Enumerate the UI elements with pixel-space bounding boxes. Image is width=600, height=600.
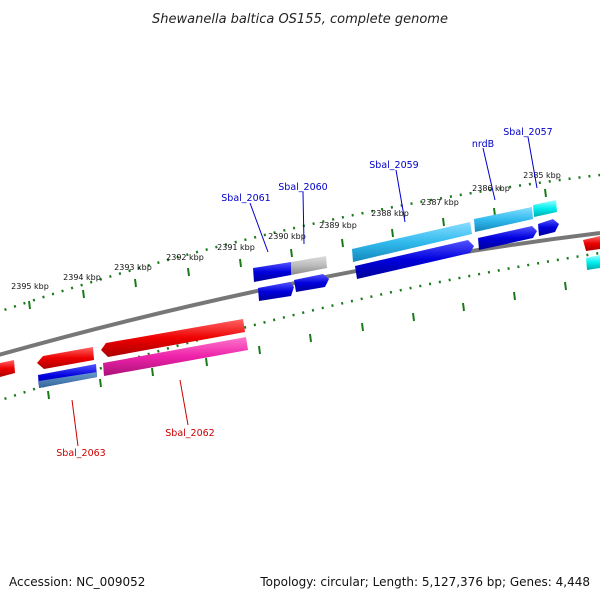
gene-feature[interactable]: [101, 319, 245, 357]
tick-label: 2386 kbp: [472, 184, 510, 193]
gene-feature[interactable]: [253, 262, 291, 282]
genome-summary-text: Topology: circular; Length: 5,127,376 bp…: [259, 575, 590, 589]
tick-label: 2390 kbp: [268, 232, 306, 241]
gene-label-sbal-2060[interactable]: Sbal_2060: [278, 182, 327, 193]
gene-label-sbal-2062[interactable]: Sbal_2062: [165, 428, 214, 439]
tick-label: 2385 kbp: [523, 171, 561, 180]
tick-label: 2387 kbp: [421, 198, 459, 207]
tick-labels: 2395 kbp 2394 kbp 2393 kbp 2392 kbp 2391…: [11, 171, 561, 291]
tick-label: 2395 kbp: [11, 282, 49, 291]
gene-feature[interactable]: [355, 240, 474, 279]
label-leaders: [71, 136, 538, 447]
gene-feature[interactable]: [103, 337, 248, 376]
gene-feature[interactable]: [37, 347, 94, 369]
reverse-strand-genes: [0, 319, 248, 388]
gene-feature[interactable]: [586, 255, 600, 270]
gene-label-sbal-2059[interactable]: Sbal_2059: [369, 160, 418, 171]
tick-label: 2392 kbp: [166, 253, 204, 262]
gene-label-sbal-2061[interactable]: Sbal_2061: [221, 193, 270, 204]
gene-feature[interactable]: [0, 360, 15, 377]
gene-feature[interactable]: [538, 219, 559, 236]
gene-feature[interactable]: [352, 222, 472, 262]
gene-feature[interactable]: [474, 207, 533, 232]
gene-feature-pseudo[interactable]: [291, 256, 327, 275]
gene-feature[interactable]: [533, 200, 557, 217]
gene-feature[interactable]: [478, 226, 537, 250]
tick-label: 2388 kbp: [371, 209, 409, 218]
gene-feature[interactable]: [583, 236, 600, 251]
forward-strand-genes: [253, 200, 600, 301]
gene-feature[interactable]: [258, 282, 294, 301]
map-title: Shewanella baltica OS155, complete genom…: [152, 12, 448, 27]
gene-feature[interactable]: [39, 372, 97, 388]
gene-feature[interactable]: [294, 274, 329, 292]
major-ticks-inner: [47, 281, 567, 400]
gene-label-sbal-2057[interactable]: Sbal_2057: [503, 127, 552, 138]
tick-label: 2393 kbp: [114, 263, 152, 272]
tick-label: 2394 kbp: [63, 273, 101, 282]
accession-text: Accession: NC_009052: [9, 575, 145, 589]
genome-backbone: [0, 231, 600, 357]
gene-label-sbal-2063[interactable]: Sbal_2063: [56, 448, 105, 459]
tick-label: 2389 kbp: [319, 221, 357, 230]
gene-labels: Sbal_2061 Sbal_2060 Sbal_2059 nrdB Sbal_…: [56, 127, 552, 459]
tick-label: 2391 kbp: [217, 243, 255, 252]
major-ticks-outer: [28, 188, 547, 310]
gene-label-nrdb[interactable]: nrdB: [472, 139, 494, 150]
